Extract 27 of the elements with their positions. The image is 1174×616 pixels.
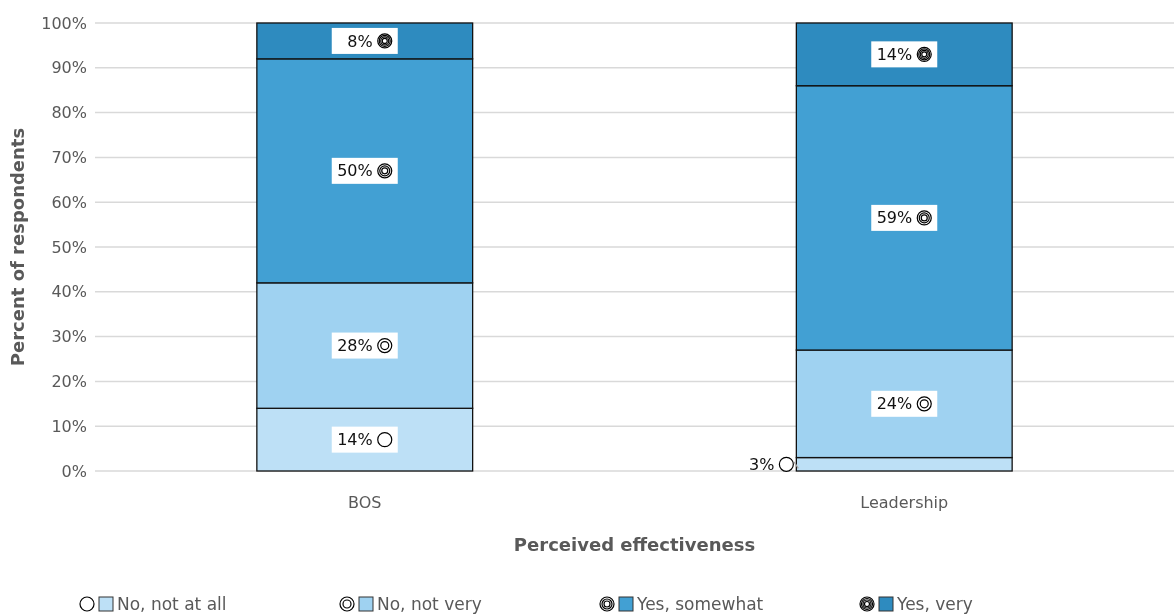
data-label: 3%: [748, 454, 775, 474]
data-label: 28%: [337, 336, 373, 356]
x-tick-label: Leadership: [860, 493, 949, 512]
y-tick-label: 60%: [51, 192, 87, 212]
data-label: 50%: [337, 161, 373, 181]
y-tick-label: 70%: [51, 148, 87, 167]
y-axis-title: Percent of respondents: [7, 127, 28, 367]
data-label: 24%: [876, 394, 913, 414]
y-tick-label: 90%: [51, 58, 87, 78]
y-tick-label: 10%: [51, 416, 87, 436]
data-label: 59%: [876, 208, 913, 228]
x-tick-label: BOS: [348, 493, 382, 512]
y-tick-label: 80%: [51, 103, 87, 123]
y-tick-label: 100%: [41, 13, 87, 33]
data-label: 14%: [876, 44, 913, 64]
y-tick-label: 50%: [51, 237, 87, 257]
legend-label: Yes, very: [896, 593, 973, 614]
legend-label: No, not at all: [117, 593, 227, 614]
y-tick-label: 20%: [51, 372, 87, 391]
y-tick-label: 40%: [51, 282, 87, 302]
y-tick-label: 30%: [51, 327, 87, 347]
data-label: 8%: [347, 31, 373, 51]
y-tick-label: 0%: [61, 461, 87, 481]
x-axis-title: Perceived effectiveness: [513, 534, 756, 555]
data-label: 14%: [337, 430, 373, 450]
legend-label: Yes, somewhat: [636, 593, 764, 614]
legend-label: No, not very: [377, 593, 482, 614]
